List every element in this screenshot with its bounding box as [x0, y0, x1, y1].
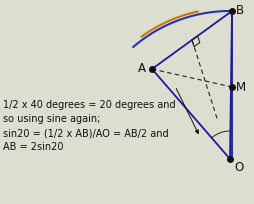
Text: O: O: [233, 161, 242, 174]
Text: B: B: [235, 3, 243, 16]
Text: A: A: [137, 61, 146, 74]
Text: M: M: [235, 81, 245, 94]
Text: 1/2 x 40 degrees = 20 degrees and: 1/2 x 40 degrees = 20 degrees and: [3, 100, 175, 110]
Text: sin20 = (1/2 x AB)/AO = AB/2 and: sin20 = (1/2 x AB)/AO = AB/2 and: [3, 127, 168, 137]
Text: so using sine again;: so using sine again;: [3, 113, 100, 123]
Text: AB = 2sin20: AB = 2sin20: [3, 141, 63, 151]
